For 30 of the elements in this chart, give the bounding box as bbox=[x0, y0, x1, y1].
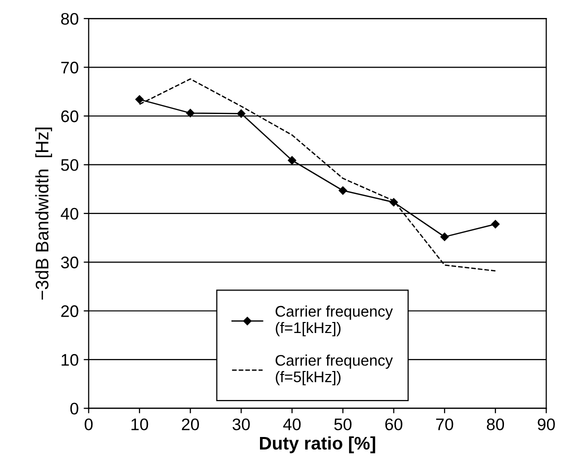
point bbox=[237, 109, 246, 118]
legend-label: Carrier frequency (f=1[kHz]) bbox=[276, 306, 393, 336]
y-axis-title: −3dB Bandwidth [Hz] bbox=[35, 128, 52, 300]
x-axis-title: Duty ratio [%] bbox=[260, 436, 376, 454]
point bbox=[288, 156, 296, 164]
x-tick-label: 20 bbox=[182, 418, 199, 430]
y-tick-label: 30 bbox=[61, 256, 78, 268]
x-tick-label: 70 bbox=[436, 418, 454, 430]
point bbox=[491, 220, 500, 228]
point bbox=[440, 232, 449, 241]
legend-label: Carrier frequency (f=5[kHz]) bbox=[276, 354, 393, 386]
x-tick-label: 0 bbox=[84, 418, 93, 430]
point bbox=[338, 186, 348, 195]
y-tick-label: 50 bbox=[61, 159, 78, 171]
x-tick-label: 50 bbox=[334, 418, 352, 430]
point bbox=[135, 95, 144, 104]
y-tick-label: 10 bbox=[62, 354, 78, 366]
y-tick-label: 20 bbox=[61, 305, 78, 318]
point bbox=[186, 108, 194, 118]
x-tick-label: 40 bbox=[283, 418, 301, 430]
y-tick-label: 60 bbox=[61, 110, 78, 122]
x-tick-label: 80 bbox=[486, 418, 504, 430]
x-tick-label: 90 bbox=[538, 418, 555, 430]
x-tick-label: 30 bbox=[232, 418, 250, 430]
y-tick-label: 80 bbox=[61, 12, 78, 25]
y-tick-label: 70 bbox=[61, 62, 78, 74]
x-tick-label: 60 bbox=[385, 418, 402, 430]
y-tick-label: 40 bbox=[60, 208, 78, 220]
y-tick-label: 0 bbox=[70, 402, 78, 415]
x-tick-label: 10 bbox=[132, 418, 148, 430]
